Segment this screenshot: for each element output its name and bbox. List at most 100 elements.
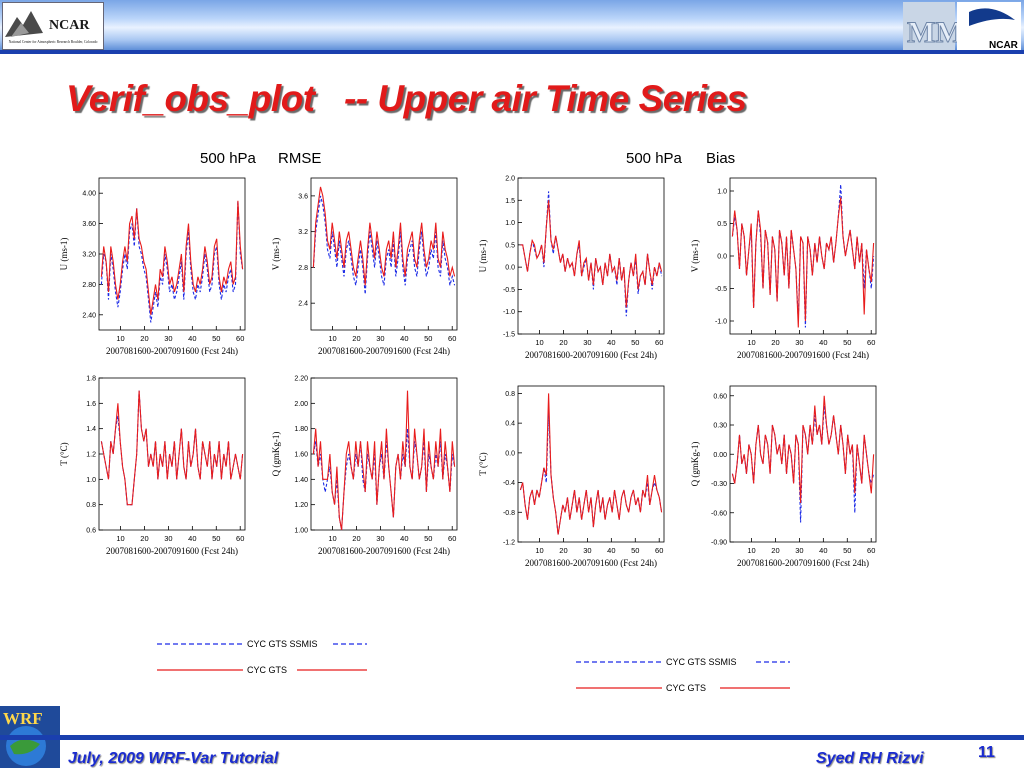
plot-frame xyxy=(98,177,246,331)
x-tick-label: 30 xyxy=(795,338,803,347)
y-axis-label: T (°C) xyxy=(59,442,69,465)
plot-bias-t: 10 20 30 40 50 60 -1.2 -0.8 -0.4 0.0 0.4 0.8 2007081… xyxy=(474,378,674,582)
plot-frame xyxy=(310,377,458,531)
x-tick-label: 10 xyxy=(328,534,336,543)
x-tick-label: 30 xyxy=(583,338,591,347)
x-tick-label: 20 xyxy=(140,334,148,343)
rmse_t-svg: 10 20 30 40 50 60 0.6 0.8 1.0 1.2 1.4 1.6 1.8 2007081… xyxy=(59,376,246,556)
x-tick-label: 20 xyxy=(771,338,779,347)
x-tick-label: 50 xyxy=(212,534,220,543)
x-tick-label: 20 xyxy=(559,546,567,555)
y-tick-label: -1.2 xyxy=(503,540,515,547)
y-tick-label: 1.8 xyxy=(86,376,96,383)
x-tick-label: 30 xyxy=(164,534,172,543)
y-tick-label: 1.2 xyxy=(86,452,96,459)
x-tick-label: 60 xyxy=(867,338,875,347)
legend-rmse: CYC GTS SSMIS CYC GTS xyxy=(155,636,370,676)
x-tick-label: 40 xyxy=(819,546,827,555)
series-line-red xyxy=(100,390,244,506)
x-tick-label: 50 xyxy=(631,546,639,555)
bias-level-label: 500 hPa xyxy=(626,150,682,167)
mmm-ncar-logo-right: MM NCAR xyxy=(903,2,1021,51)
ncar-text-right: NCAR xyxy=(989,40,1019,50)
y-axis-label: U (ms-1) xyxy=(478,240,488,273)
series-line-red xyxy=(731,197,875,328)
y-tick-label: 1.6 xyxy=(86,401,96,408)
y-tick-label: 3.2 xyxy=(298,229,308,236)
ncar-logo-subtext: National Center for Atmospheric Research… xyxy=(9,40,98,45)
x-tick-label: 10 xyxy=(747,338,755,347)
y-tick-label: 1.4 xyxy=(86,426,96,433)
x-tick-label: 40 xyxy=(607,546,615,555)
y-tick-label: 0.60 xyxy=(713,393,727,400)
plot-frame xyxy=(98,377,246,531)
footer-left: July, 2009 WRF-Var Tutorial xyxy=(68,750,279,767)
wrf-logo-text: WRF xyxy=(3,709,43,728)
x-tick-label: 20 xyxy=(771,546,779,555)
y-tick-label: 4.00 xyxy=(82,191,96,198)
bias_t-svg: 10 20 30 40 50 60 -1.2 -0.8 -0.4 0.0 0.4 0.8 2007081… xyxy=(478,385,665,568)
x-axis-label: 2007081600-2007091600 (Fcst 24h) xyxy=(525,558,657,568)
y-tick-label: 0.00 xyxy=(713,452,727,459)
x-tick-label: 60 xyxy=(448,334,456,343)
x-tick-label: 10 xyxy=(535,338,543,347)
plot-frame xyxy=(517,385,665,543)
rmse_v-svg: 10 20 30 40 50 60 2.4 2.8 3.2 3.6 2007081600-20070… xyxy=(271,177,458,356)
plot-frame xyxy=(517,177,665,335)
x-axis-label: 2007081600-2007091600 (Fcst 24h) xyxy=(737,558,869,568)
legend-bias-blue-label: CYC GTS SSMIS xyxy=(666,657,737,667)
y-axis-label: Q (gmKg-1) xyxy=(690,442,700,487)
series-line-red xyxy=(520,200,663,308)
y-tick-label: -1.5 xyxy=(503,332,515,339)
y-tick-label: 1.0 xyxy=(505,220,515,227)
x-tick-label: 20 xyxy=(559,338,567,347)
x-tick-label: 50 xyxy=(843,546,851,555)
x-tick-label: 50 xyxy=(424,534,432,543)
x-tick-label: 60 xyxy=(867,546,875,555)
x-tick-label: 60 xyxy=(236,534,244,543)
x-tick-label: 40 xyxy=(188,334,196,343)
y-tick-label: 0.5 xyxy=(505,242,515,249)
x-tick-label: 10 xyxy=(747,546,755,555)
y-tick-label: 2.0 xyxy=(505,176,515,183)
plot-bias-v: 10 20 30 40 50 60 -1.0 -0.5 0.0 0.5 1.0 2007081600-… xyxy=(686,170,886,374)
y-axis-label: V (ms-1) xyxy=(271,238,281,271)
y-tick-label: 0.6 xyxy=(86,528,96,535)
legend-rmse-blue-label: CYC GTS SSMIS xyxy=(247,639,318,649)
series-line-red xyxy=(312,390,456,531)
x-axis-label: 2007081600-2007091600 (Fcst 24h) xyxy=(737,350,869,360)
x-tick-label: 40 xyxy=(400,334,408,343)
y-tick-label: 2.00 xyxy=(294,401,308,408)
y-tick-label: 2.80 xyxy=(82,282,96,289)
slide-title: Verif_obs_plot -- Upper air Time Series xyxy=(66,78,747,119)
x-axis-label: 2007081600-2007091600 (Fcst 24h) xyxy=(106,346,238,356)
y-tick-label: 3.20 xyxy=(82,252,96,259)
x-tick-label: 60 xyxy=(236,334,244,343)
x-tick-label: 30 xyxy=(795,546,803,555)
x-tick-label: 30 xyxy=(164,334,172,343)
footer-right: Syed RH Rizvi xyxy=(816,750,924,767)
y-tick-label: 0.0 xyxy=(717,254,727,261)
y-tick-label: -0.90 xyxy=(711,540,727,547)
x-tick-label: 30 xyxy=(376,334,384,343)
legend-bias-red-label: CYC GTS xyxy=(666,683,706,693)
y-tick-label: 0.4 xyxy=(505,421,515,428)
y-tick-label: 1.5 xyxy=(505,198,515,205)
x-tick-label: 40 xyxy=(400,534,408,543)
y-tick-label: 2.4 xyxy=(298,301,308,308)
x-tick-label: 50 xyxy=(843,338,851,347)
series-line-blue xyxy=(312,195,456,295)
x-tick-label: 30 xyxy=(583,546,591,555)
plot-bias-q: 10 20 30 40 50 60 -0.90 -0.60 -0.30 0.00 0.30 0.60 2… xyxy=(686,378,886,582)
bias_q-svg: 10 20 30 40 50 60 -0.90 -0.60 -0.30 0.00 0.30 0.60 2… xyxy=(690,385,877,568)
y-tick-label: -0.60 xyxy=(711,510,727,517)
y-tick-label: 1.0 xyxy=(86,477,96,484)
y-axis-label: T (°C) xyxy=(478,452,488,475)
x-tick-label: 50 xyxy=(212,334,220,343)
x-axis-label: 2007081600-2007091600 (Fcst 24h) xyxy=(318,346,450,356)
header-rule xyxy=(0,50,1024,54)
plot-rmse-u: 10 20 30 40 50 60 2.40 2.80 3.20 3.60 4.00 20070816… xyxy=(55,170,255,370)
y-tick-label: 0.0 xyxy=(505,450,515,457)
legend-rmse-red-label: CYC GTS xyxy=(247,665,287,675)
bias_u-svg: 10 20 30 40 50 60 -1.5 -1.0 -0.5 0.0 0.5 1.0 1.5 2.0 2… xyxy=(478,176,665,360)
